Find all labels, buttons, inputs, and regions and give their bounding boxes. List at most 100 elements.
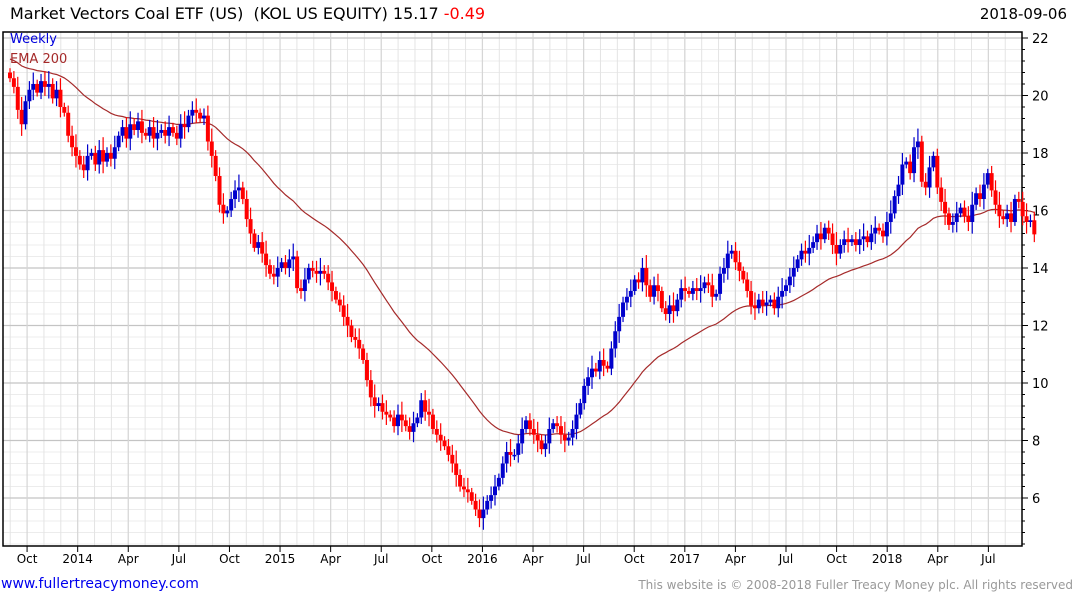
candle xyxy=(264,240,269,277)
candle-body xyxy=(745,279,750,291)
candle xyxy=(978,184,982,207)
candle-body xyxy=(787,276,792,286)
candle-body xyxy=(337,299,342,306)
candle-body xyxy=(217,176,222,205)
candle xyxy=(853,232,858,252)
candle-body xyxy=(407,426,412,432)
candle xyxy=(935,148,940,194)
candle-body xyxy=(1024,216,1029,222)
candle-body xyxy=(372,397,377,406)
candle-body xyxy=(450,454,455,464)
candle-body xyxy=(120,127,125,136)
candle xyxy=(846,227,851,253)
candle xyxy=(558,416,563,444)
candle xyxy=(31,72,36,101)
candle-body xyxy=(780,291,785,297)
candle-body xyxy=(442,440,447,447)
candle xyxy=(869,224,874,250)
candle-body xyxy=(427,411,432,415)
candle-body xyxy=(31,84,36,90)
candle-body xyxy=(473,500,478,510)
candle xyxy=(337,292,342,312)
candle xyxy=(415,413,420,428)
candle xyxy=(733,242,738,271)
candle-body xyxy=(784,285,788,291)
candle xyxy=(718,266,723,301)
candle-body xyxy=(434,429,439,435)
candle xyxy=(822,223,827,244)
candle xyxy=(667,295,672,324)
candle xyxy=(314,260,319,283)
x-tick-label: 2018 xyxy=(872,552,903,566)
candle xyxy=(888,200,893,234)
candle xyxy=(962,200,967,223)
candle-body xyxy=(842,239,847,245)
y-tick-label: 12 xyxy=(1032,320,1049,335)
candle-body xyxy=(493,486,497,496)
candle-body xyxy=(555,423,560,427)
candle-body xyxy=(1009,213,1014,222)
plot-frame xyxy=(2,31,1023,547)
candle xyxy=(815,224,820,250)
title-text: Market Vectors Coal ETF (US) (KOL US EQU… xyxy=(10,4,439,23)
candle-body xyxy=(221,204,226,214)
candle xyxy=(966,206,971,232)
candle-body xyxy=(834,245,839,254)
website-link[interactable]: www.fullertreacymoney.com xyxy=(1,576,199,592)
candle xyxy=(931,151,936,172)
x-tick-label: Apr xyxy=(725,552,746,566)
candle-body xyxy=(415,417,420,424)
candle-body xyxy=(244,199,249,220)
x-tick-label: Apr xyxy=(320,552,341,566)
candle-body xyxy=(535,434,540,441)
candle-body xyxy=(566,437,571,441)
candle-body xyxy=(481,509,486,519)
candle xyxy=(721,257,726,283)
candle xyxy=(908,154,913,180)
candle-body xyxy=(306,268,311,280)
candle xyxy=(997,191,1002,228)
candle-body xyxy=(314,270,319,274)
candle-body xyxy=(849,239,854,243)
candle-body xyxy=(70,135,75,148)
candle-body xyxy=(624,296,629,303)
candle xyxy=(714,289,719,301)
candle-body xyxy=(283,262,288,268)
candle xyxy=(178,114,183,148)
candle xyxy=(566,431,571,446)
candle xyxy=(535,421,540,453)
candle xyxy=(690,280,695,301)
candle-body xyxy=(818,233,823,240)
candle-body xyxy=(640,268,645,283)
candle xyxy=(489,486,494,509)
candle xyxy=(780,278,785,309)
candle xyxy=(423,390,428,421)
candle xyxy=(396,404,400,436)
candle xyxy=(970,191,975,234)
candle xyxy=(710,273,715,308)
candle xyxy=(919,135,924,187)
candle xyxy=(330,270,335,302)
candle-body xyxy=(345,316,350,326)
candle-body xyxy=(558,426,563,435)
candle xyxy=(989,165,994,197)
candle-body xyxy=(974,193,979,205)
candle-body xyxy=(919,141,924,182)
candle-body xyxy=(888,213,893,222)
ema-200-line xyxy=(9,58,1035,436)
candle xyxy=(442,436,447,451)
candle xyxy=(430,408,435,435)
candle xyxy=(547,417,552,454)
candle xyxy=(849,234,854,247)
candle xyxy=(539,434,544,455)
candle-body xyxy=(326,273,331,283)
candle xyxy=(861,223,866,251)
candle xyxy=(112,135,117,170)
candle xyxy=(818,222,823,250)
candle xyxy=(108,144,113,167)
candle xyxy=(143,128,148,140)
candle-body xyxy=(256,242,261,248)
candle xyxy=(101,137,106,174)
candle xyxy=(322,265,327,279)
candle-body xyxy=(873,227,878,234)
